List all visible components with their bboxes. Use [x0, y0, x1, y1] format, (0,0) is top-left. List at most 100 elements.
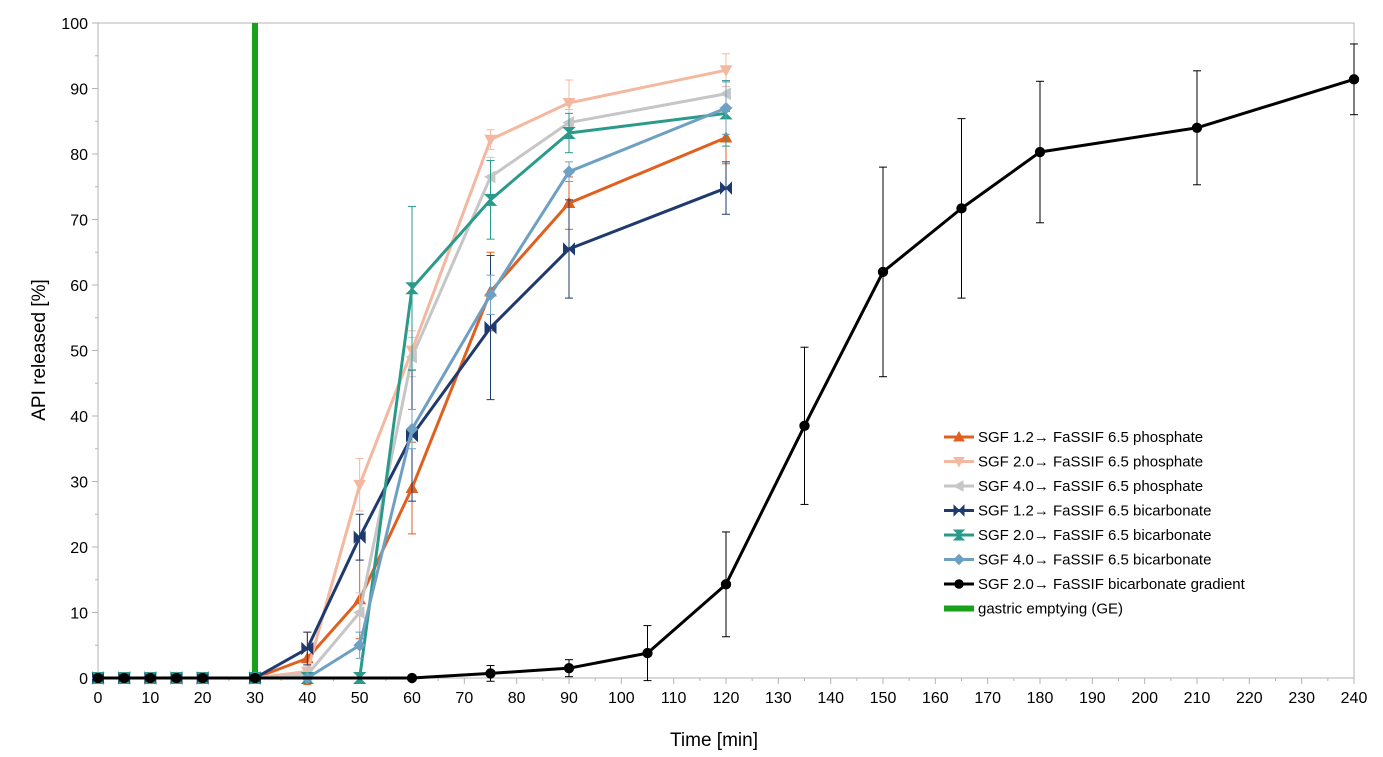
data-point: [1348, 74, 1360, 85]
data-point: [118, 672, 130, 684]
x-tick-label: 100: [608, 690, 635, 707]
data-point: [568, 242, 575, 256]
x-tick-label: 120: [713, 690, 740, 707]
data-point: [483, 170, 496, 184]
data-point: [642, 647, 653, 659]
legend-item: SGF 1.2→ FaSSIF 6.5 bicarbonate: [944, 503, 1211, 520]
data-point: [484, 288, 497, 302]
x-tick-label: 20: [194, 690, 212, 707]
data-point: [405, 287, 419, 295]
data-point: [953, 430, 965, 442]
y-axis: 0 10 20 30 40 50 60 70 80 90 100: [61, 16, 98, 688]
y-tick-label: 80: [70, 147, 88, 164]
legend-item: SGF 1.2→ FaSSIF 6.5 phosphate: [944, 429, 1203, 446]
data-point: [353, 479, 367, 492]
data-point: [353, 639, 366, 652]
data-point: [405, 282, 419, 289]
data-point: [489, 320, 497, 335]
x-tick-label: 190: [1079, 690, 1106, 707]
x-tick-label: 170: [974, 690, 1001, 707]
data-point: [406, 672, 418, 684]
data-point: [249, 672, 261, 684]
data-point: [952, 529, 966, 536]
series-7: [92, 43, 1360, 684]
data-point: [171, 672, 182, 684]
data-point: [952, 534, 966, 541]
data-point: [799, 420, 810, 432]
legend: SGF 1.2→ FaSSIF 6.5 phosphate SGF 2.0→ Fa…: [944, 429, 1246, 618]
data-point: [483, 199, 498, 206]
data-point: [484, 320, 492, 335]
data-point: [954, 579, 964, 589]
legend-label: SGF 2.0→ FaSSIF bicarbonate gradient: [978, 576, 1246, 593]
data-point: [719, 65, 733, 77]
data-point: [953, 504, 960, 517]
x-axis-title: Time [min]: [670, 730, 758, 751]
x-tick-label: 10: [141, 690, 159, 707]
x-tick-label: 140: [817, 690, 844, 707]
data-point: [358, 530, 366, 544]
data-point: [958, 504, 965, 517]
data-point: [411, 428, 418, 443]
data-point: [719, 87, 731, 101]
y-tick-label: 30: [70, 475, 88, 492]
x-tick-label: 200: [1131, 690, 1158, 707]
data-point: [1034, 146, 1046, 158]
data-point: [563, 242, 570, 256]
y-tick-label: 90: [70, 82, 88, 99]
y-tick-label: 10: [70, 606, 88, 623]
data-point: [92, 672, 104, 684]
data-point: [720, 181, 727, 195]
legend-label: SGF 1.2→ FaSSIF 6.5 bicarbonate: [978, 503, 1211, 520]
data-point: [952, 480, 964, 492]
x-tick-label: 0: [94, 690, 103, 707]
data-point: [145, 672, 156, 684]
data-point: [719, 101, 733, 115]
y-tick-label: 20: [70, 540, 88, 557]
series-layer: [91, 43, 1360, 686]
data-point: [306, 641, 314, 656]
data-point: [725, 181, 732, 195]
x-tick-label: 220: [1236, 690, 1263, 707]
data-point: [485, 668, 496, 679]
y-tick-label: 70: [70, 213, 88, 230]
legend-label: SGF 2.0→ FaSSIF 6.5 phosphate: [978, 454, 1203, 471]
legend-label: SGF 2.0→ FaSSIF 6.5 bicarbonate: [978, 527, 1211, 544]
x-tick-label: 60: [403, 690, 421, 707]
legend-label: gastric emptying (GE): [978, 601, 1123, 618]
x-tick-label: 50: [351, 690, 369, 707]
data-point: [301, 641, 309, 656]
x-tick-label: 90: [560, 690, 578, 707]
x-tick-label: 150: [870, 690, 897, 707]
data-point: [562, 98, 576, 110]
data-point: [562, 165, 576, 178]
data-point: [956, 203, 967, 214]
data-point: [484, 134, 497, 147]
x-tick-label: 180: [1027, 690, 1054, 707]
y-tick-label: 100: [61, 16, 88, 33]
data-point: [352, 672, 367, 679]
data-point: [953, 553, 965, 566]
x-tick-label: 160: [922, 690, 949, 707]
data-point: [483, 193, 498, 201]
legend-label: SGF 4.0→ FaSSIF 6.5 phosphate: [978, 478, 1203, 495]
data-point: [720, 579, 732, 590]
data-point: [197, 672, 208, 684]
x-tick-label: 80: [508, 690, 526, 707]
y-tick-label: 50: [70, 344, 88, 361]
data-point: [405, 350, 417, 364]
y-axis-title: API released [%]: [29, 279, 50, 421]
data-point: [953, 457, 965, 468]
legend-item: SGF 2.0→ FaSSIF bicarbonate gradient: [944, 576, 1246, 593]
x-tick-label: 130: [765, 690, 792, 707]
x-tick-label: 230: [1288, 690, 1315, 707]
x-tick-label: 110: [661, 690, 687, 707]
data-point: [877, 266, 889, 278]
legend-item: SGF 2.0→ FaSSIF 6.5 bicarbonate: [944, 527, 1211, 544]
data-point: [352, 677, 367, 684]
x-tick-label: 210: [1184, 690, 1211, 707]
legend-label: SGF 1.2→ FaSSIF 6.5 phosphate: [978, 429, 1203, 446]
data-point: [562, 116, 574, 129]
series-3: [91, 80, 731, 685]
